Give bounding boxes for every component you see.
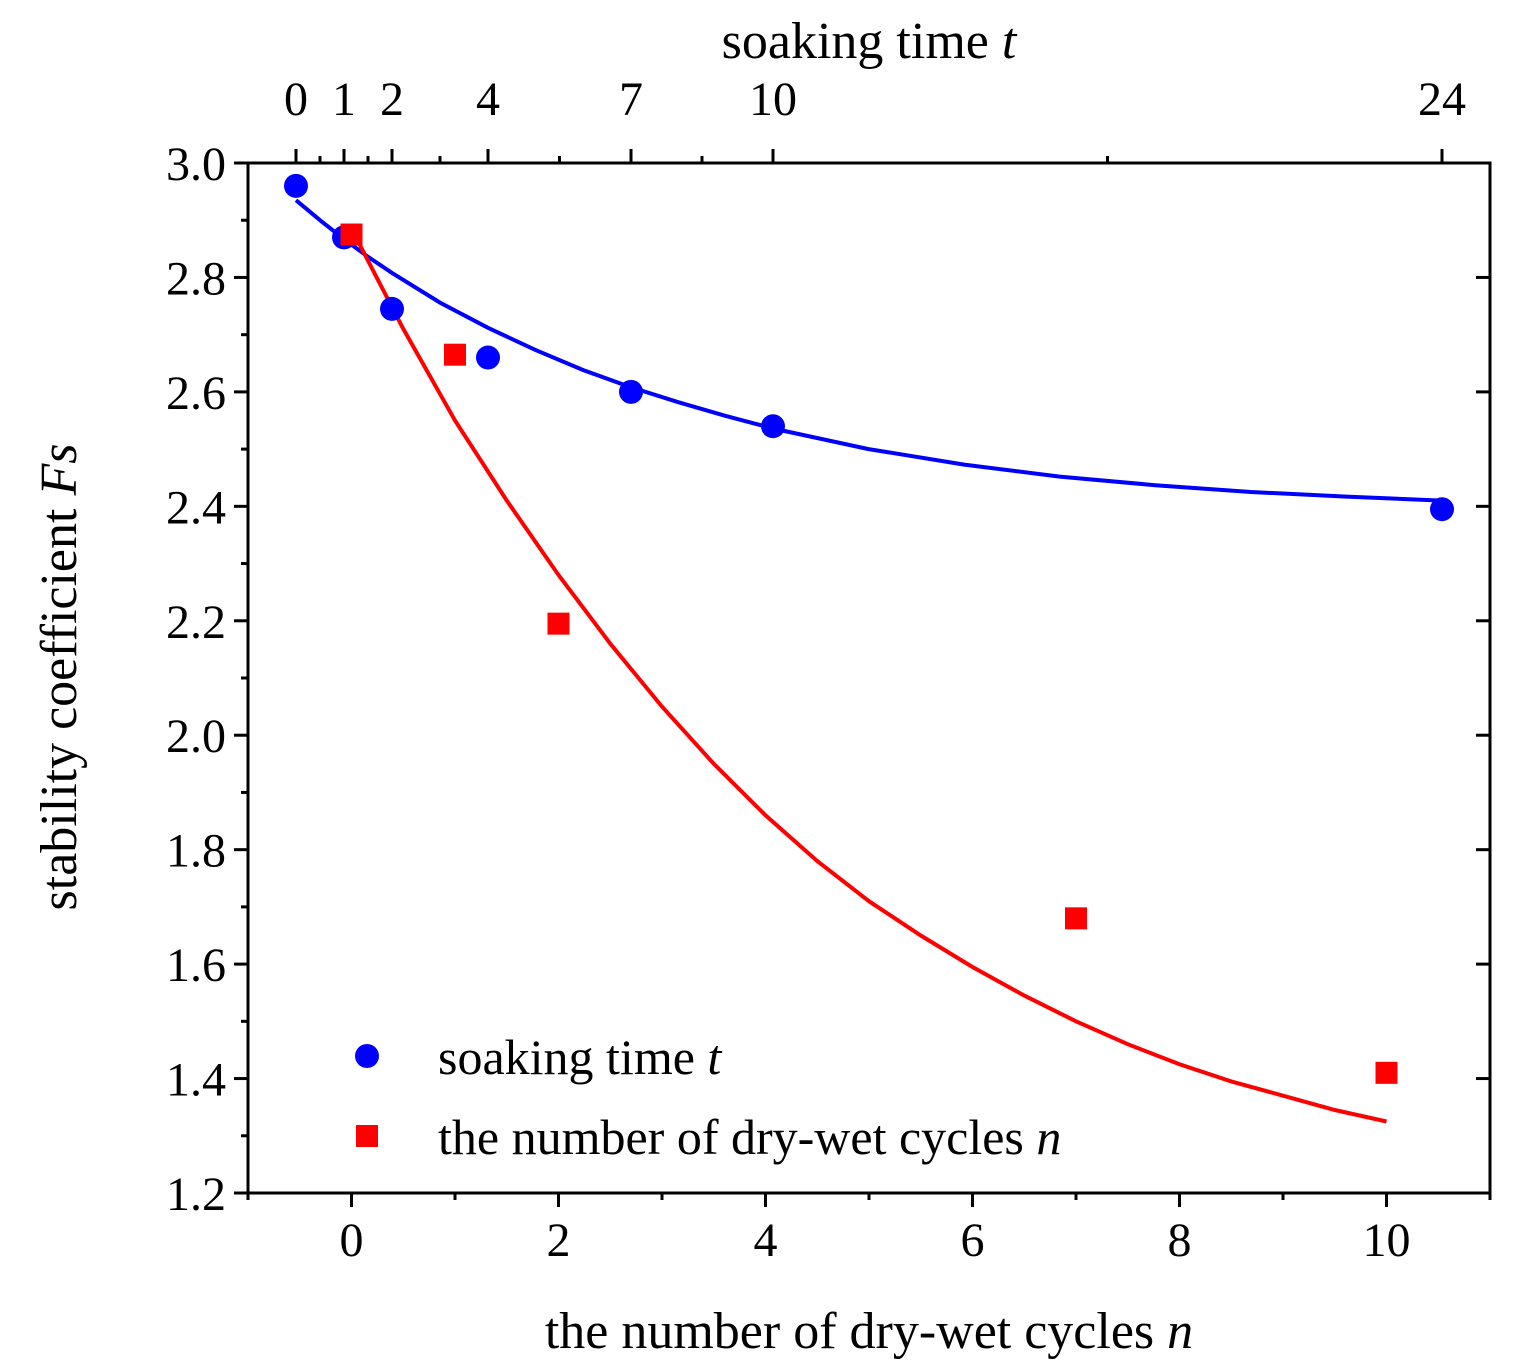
data-point-soaking	[761, 414, 785, 439]
x-tick-label: 2	[547, 1214, 571, 1267]
y-tick-label: 1.6	[166, 939, 226, 992]
top-axis-title: soaking time t	[722, 13, 1018, 70]
fit-curve-soaking	[294, 198, 1443, 503]
top-tick-label: 0	[284, 73, 308, 126]
axes: 1.21.41.61.82.02.22.42.62.83.00 2 4 6 8 100 1 2…	[166, 73, 1492, 1267]
x-tick-label: 0	[340, 1214, 364, 1267]
axis-titles: soaking time t the number of dry-wet cycl…	[31, 13, 1193, 1360]
top-tick-label: 4	[476, 73, 500, 126]
data-point-cycles	[340, 223, 363, 246]
data-point-cycles	[1065, 907, 1087, 930]
legend-marker-cycles	[356, 1125, 378, 1147]
y-tick-label: 1.4	[166, 1054, 226, 1107]
legend-label-soaking: soaking time t	[438, 1029, 722, 1085]
plot-frame	[246, 161, 1492, 1195]
data-points	[284, 173, 1454, 1084]
y-tick-label: 1.2	[166, 1168, 226, 1221]
legend-label-cycles: the number of dry-wet cycles n	[438, 1109, 1061, 1165]
y-tick-label: 2.0	[166, 710, 226, 763]
y-tick-label: 2.2	[166, 596, 226, 649]
data-point-soaking	[284, 173, 308, 198]
data-point-soaking	[1430, 497, 1454, 522]
top-tick-label: 7	[619, 73, 643, 126]
y-tick-label: 2.8	[166, 252, 226, 305]
legend-marker-soaking	[355, 1044, 379, 1068]
top-tick-label: 24	[1418, 73, 1466, 126]
x-tick-label: 10	[1363, 1214, 1411, 1267]
y-tick-label: 2.4	[166, 481, 226, 534]
y-tick-label: 1.8	[166, 825, 226, 878]
x-tick-label: 4	[754, 1214, 778, 1267]
y-tick-label: 3.0	[166, 138, 226, 191]
bottom-axis-title: the number of dry-wet cycles n	[545, 1303, 1193, 1360]
top-tick-label: 1	[332, 73, 356, 126]
top-tick-label: 10	[749, 73, 797, 126]
data-point-soaking	[380, 296, 404, 321]
y-axis-title: stability coefficient Fs	[31, 444, 88, 911]
data-point-soaking	[476, 345, 500, 370]
x-tick-label: 6	[961, 1214, 985, 1267]
data-point-cycles	[1375, 1061, 1398, 1084]
y-tick-label: 2.6	[166, 367, 226, 420]
fit-curve-cycles	[349, 227, 1387, 1124]
data-point-cycles	[444, 343, 466, 366]
data-point-cycles	[547, 612, 570, 635]
legend: soaking time t the number of dry-wet cycl…	[355, 1029, 1061, 1165]
data-point-soaking	[619, 379, 643, 404]
x-tick-label: 8	[1168, 1214, 1192, 1267]
top-tick-label: 2	[380, 73, 404, 126]
fit-curves	[294, 198, 1443, 1124]
